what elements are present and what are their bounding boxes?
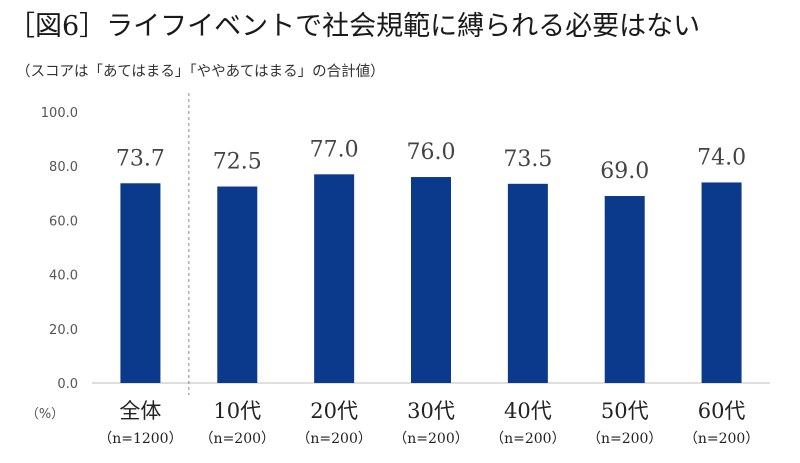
sample-size-label: （n=200） bbox=[490, 431, 565, 447]
chart-title: ［図6］ライフイベントで社会規範に縛られる必要はない bbox=[8, 11, 701, 42]
category-label: 60代 bbox=[698, 399, 746, 423]
y-tick-label: 100.0 bbox=[41, 106, 78, 121]
sample-size-label: （n=200） bbox=[393, 431, 468, 447]
data-label: 72.5 bbox=[213, 150, 262, 175]
data-label: 77.0 bbox=[310, 137, 359, 162]
y-tick-label: 40.0 bbox=[49, 269, 78, 284]
y-tick-label: 20.0 bbox=[49, 323, 78, 338]
category-label: 30代 bbox=[407, 399, 455, 423]
bar bbox=[701, 182, 742, 383]
sample-size-label: （n=1200） bbox=[98, 431, 182, 447]
bar bbox=[314, 174, 355, 383]
sample-size-label: （n=200） bbox=[684, 431, 759, 447]
data-label: 69.0 bbox=[600, 159, 649, 184]
bar bbox=[120, 183, 161, 383]
bar bbox=[217, 186, 258, 383]
bars-group: 73.7 全体 （n=1200） 72.5 10代 （n=200） 77.0 20代 （n=20… bbox=[98, 137, 759, 447]
bar bbox=[411, 177, 451, 383]
sample-size-label: （n=200） bbox=[296, 431, 371, 447]
y-tick-label: 80.0 bbox=[49, 160, 78, 175]
y-unit-label: （%） bbox=[26, 407, 64, 422]
category-label: 50代 bbox=[601, 399, 649, 423]
data-label: 76.0 bbox=[407, 140, 456, 165]
y-tick-label: 0.0 bbox=[57, 377, 78, 392]
chart-subtitle: （スコアは「あてはまる」「ややあてはまる」の合計値） bbox=[16, 64, 385, 80]
bar bbox=[604, 196, 645, 383]
data-label: 73.5 bbox=[503, 147, 552, 172]
category-label: 20代 bbox=[310, 399, 358, 423]
category-label: 40代 bbox=[504, 399, 552, 423]
sample-size-label: （n=200） bbox=[200, 431, 275, 447]
y-axis: 0.0 20.0 40.0 60.0 80.0 100.0 bbox=[41, 106, 78, 392]
category-label: 10代 bbox=[213, 399, 261, 423]
category-label: 全体 bbox=[119, 399, 161, 423]
data-label: 74.0 bbox=[697, 145, 746, 170]
bar bbox=[507, 183, 548, 383]
y-tick-label: 60.0 bbox=[49, 214, 78, 229]
data-label: 73.7 bbox=[116, 146, 165, 171]
sample-size-label: （n=200） bbox=[587, 431, 662, 447]
